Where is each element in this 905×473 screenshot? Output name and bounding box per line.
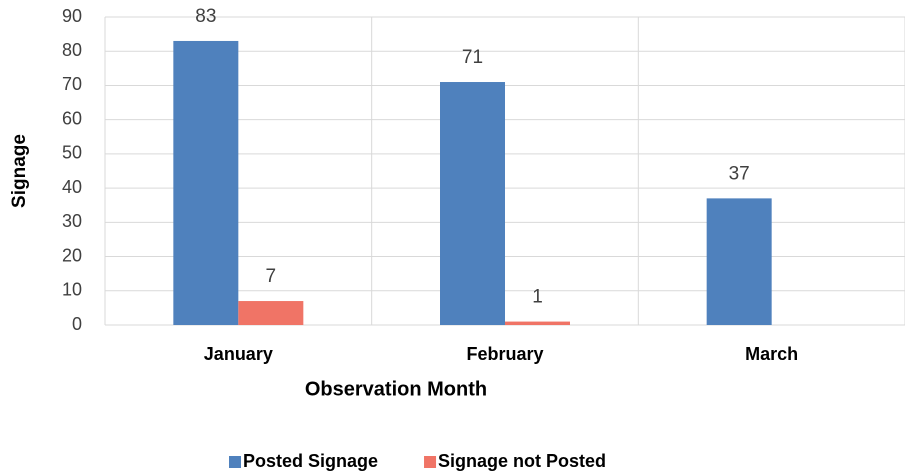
data-label: 83 <box>195 6 216 27</box>
legend-label: Signage not Posted <box>438 451 606 471</box>
bar <box>706 198 772 325</box>
y-tick-label: 80 <box>62 40 82 60</box>
x-axis-title: Observation Month <box>305 378 487 400</box>
y-tick-label: 50 <box>62 143 82 163</box>
data-label: 71 <box>462 47 483 68</box>
bar <box>505 321 570 325</box>
y-tick-label: 60 <box>62 108 82 128</box>
x-tick-label: January <box>204 344 273 364</box>
bar <box>238 301 304 325</box>
legend-swatch <box>229 456 241 468</box>
legend-swatch <box>424 456 437 468</box>
y-tick-label: 10 <box>62 280 82 300</box>
x-tick-label: February <box>466 344 543 364</box>
bar <box>440 82 505 326</box>
y-tick-label: 30 <box>62 211 82 231</box>
data-label: 7 <box>266 266 277 287</box>
y-axis-title: Signage <box>9 134 30 208</box>
data-label: 37 <box>729 163 750 184</box>
y-tick-label: 40 <box>62 177 82 197</box>
y-tick-label: 0 <box>72 314 82 334</box>
bar <box>173 40 239 325</box>
legend-label: Posted Signage <box>243 451 378 471</box>
y-tick-label: 90 <box>62 6 82 26</box>
y-tick-label: 20 <box>62 245 82 265</box>
y-tick-label: 70 <box>62 74 82 94</box>
data-label: 1 <box>532 287 543 308</box>
x-tick-label: March <box>745 344 798 364</box>
